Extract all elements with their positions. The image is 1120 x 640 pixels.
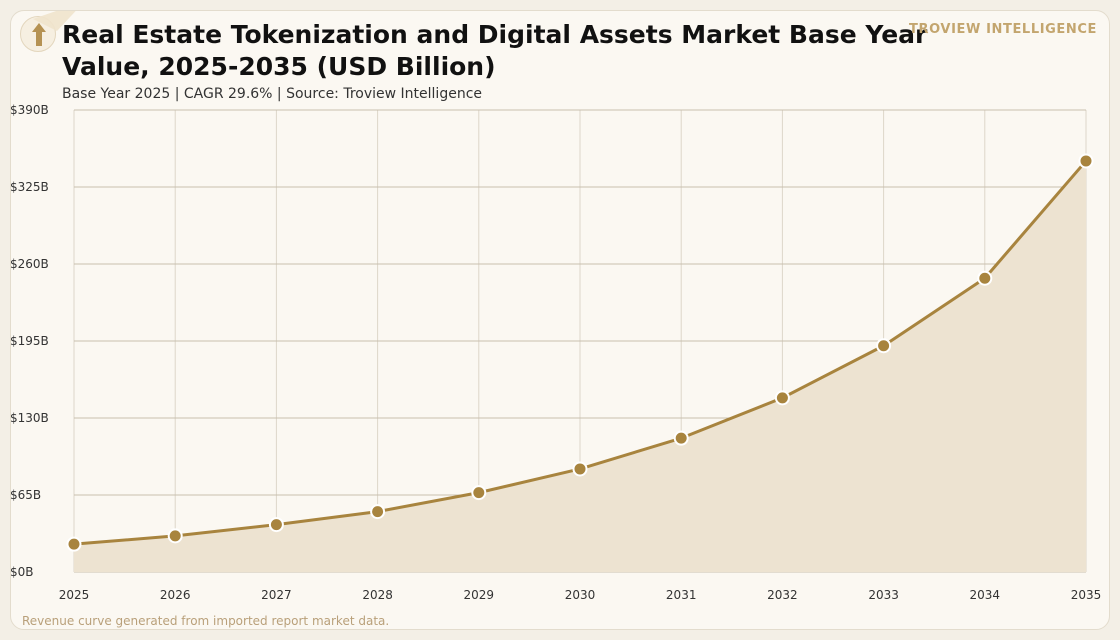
y-tick-label: $65B [10,488,41,502]
chart-subtitle: Base Year 2025 | CAGR 29.6% | Source: Tr… [62,86,483,102]
data-point [572,461,588,477]
x-tick-label: 2033 [868,588,899,602]
chart-title: Real Estate Tokenization and Digital Ass… [62,20,928,81]
data-point [167,528,183,544]
logo-accent-shape [33,11,76,31]
x-tick-label: 2031 [666,588,697,602]
y-tick-label: $130B [10,411,49,425]
x-tick-label: 2034 [970,588,1001,602]
y-tick-label: $260B [10,257,49,271]
x-tick-label: 2029 [464,588,495,602]
y-tick-label: $390B [10,103,49,117]
data-point [471,485,487,501]
y-tick-label: $325B [10,180,49,194]
x-tick-label: 2028 [362,588,393,602]
data-point [66,536,82,552]
data-point [1078,153,1094,169]
x-tick-label: 2032 [767,588,798,602]
x-tick-label: 2035 [1071,588,1102,602]
y-tick-label: $195B [10,334,49,348]
data-point [268,517,284,533]
data-point [370,504,386,520]
x-tick-label: 2025 [59,588,90,602]
data-point [876,338,892,354]
x-tick-label: 2030 [565,588,596,602]
x-tick-label: 2027 [261,588,292,602]
y-tick-label: $0B [10,565,34,579]
brand-label: TROVIEW INTELLIGENCE [909,22,1097,37]
data-point [673,430,689,446]
data-point [774,390,790,406]
x-tick-label: 2026 [160,588,191,602]
series-area [74,160,1086,572]
data-point [977,270,993,286]
footnote: Revenue curve generated from imported re… [22,614,390,628]
